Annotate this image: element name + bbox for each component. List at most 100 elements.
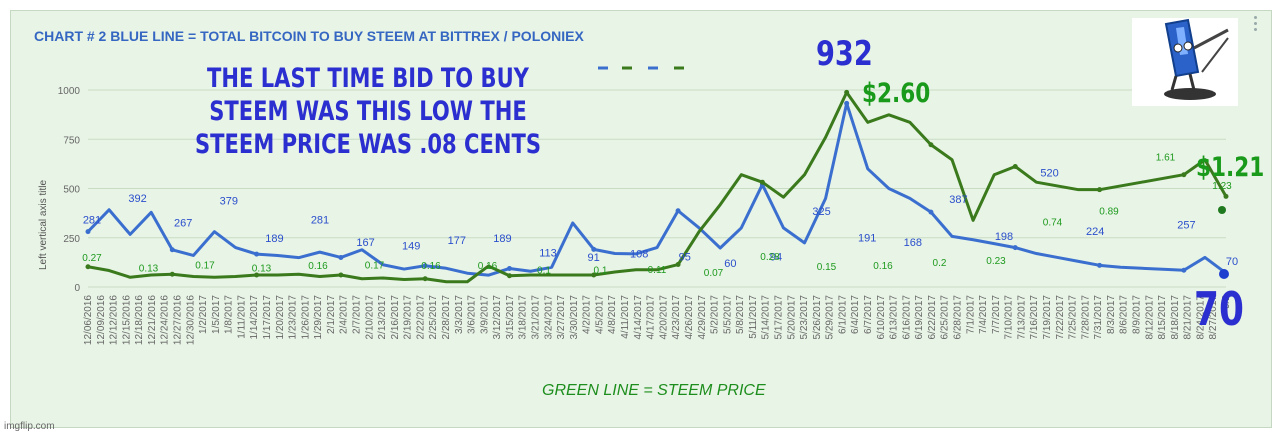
- green-series-point: [422, 276, 428, 282]
- x-tick-label: 7/13/2017: [1016, 295, 1027, 340]
- x-tick-label: 7/28/2017: [1080, 295, 1091, 340]
- blue-data-label: 189: [265, 233, 283, 245]
- x-tick-label: 2/19/2017: [403, 295, 414, 340]
- x-tick-label: 8/15/2017: [1157, 295, 1168, 340]
- x-tick-label: 3/24/2017: [543, 295, 554, 340]
- blue-series-point: [422, 263, 428, 269]
- x-tick-label: 3/3/2017: [454, 295, 465, 334]
- x-tick-label: 1/5/2017: [211, 295, 222, 334]
- green-data-label: 0.16: [873, 261, 893, 272]
- x-tick-label: 6/10/2017: [876, 295, 887, 340]
- blue-data-label: 91: [587, 252, 599, 264]
- x-tick-label: 4/20/2017: [658, 295, 669, 340]
- x-tick-label: 12/15/2016: [121, 295, 132, 345]
- blue-data-label: 281: [311, 215, 329, 227]
- green-data-label: 0.17: [365, 260, 385, 271]
- chart-title: CHART # 2 BLUE LINE = TOTAL BITCOIN TO B…: [34, 28, 584, 44]
- blue-data-label: 149: [402, 241, 420, 253]
- green-data-label: 0.11: [648, 265, 667, 276]
- x-tick-label: 8/18/2017: [1170, 295, 1181, 340]
- green-series-point: [591, 272, 597, 278]
- x-tick-label: 3/30/2017: [569, 295, 580, 340]
- logo-image: [1132, 18, 1238, 106]
- blue-data-label: 224: [1086, 226, 1104, 238]
- x-tick-label: 2/1/2017: [326, 295, 337, 334]
- x-tick-label: 5/17/2017: [773, 295, 784, 340]
- blue-data-label: 267: [174, 217, 192, 229]
- y-tick-label-250: 250: [63, 234, 80, 245]
- green-endpoint-marker: [1218, 206, 1226, 214]
- green-series-point: [85, 264, 91, 270]
- blue-data-label: 392: [128, 193, 146, 205]
- green-data-label: 1.23: [1212, 181, 1232, 192]
- x-tick-label: 8/12/2017: [1144, 295, 1155, 340]
- more-options-icon[interactable]: [1254, 16, 1258, 34]
- y-tick-label-0: 0: [74, 283, 80, 294]
- x-tick-label: 6/1/2017: [837, 295, 848, 334]
- x-tick-label: 2/25/2017: [428, 295, 439, 340]
- blue-series-point: [1012, 245, 1018, 251]
- x-tick-label: 1/26/2017: [300, 295, 311, 340]
- x-tick-label: 3/9/2017: [479, 295, 490, 334]
- green-series-point: [759, 179, 765, 185]
- green-data-label: 0.13: [252, 263, 272, 274]
- x-tick-label: 12/06/2016: [83, 295, 94, 345]
- x-tick-label: 1/29/2017: [313, 295, 324, 340]
- x-tick-label: 9/2: [1221, 295, 1232, 309]
- green-data-label: 0.89: [1099, 206, 1119, 217]
- blue-series-point: [675, 208, 681, 214]
- blue-data-label: 191: [858, 232, 876, 244]
- green-data-label: 0.13: [139, 263, 159, 274]
- x-tick-label: 4/17/2017: [646, 295, 657, 340]
- x-tick-label: 4/29/2017: [697, 295, 708, 340]
- blue-data-label: 108: [630, 249, 648, 261]
- x-tick-label: 2/10/2017: [364, 295, 375, 340]
- green-data-label: 0.16: [478, 261, 498, 272]
- x-tick-label: 2/16/2017: [390, 295, 401, 340]
- blue-series-point: [1097, 262, 1103, 268]
- x-tick-label: 6/19/2017: [914, 295, 925, 340]
- x-tick-label: 7/22/2017: [1055, 295, 1066, 340]
- x-tick-label: 6/16/2017: [901, 295, 912, 340]
- y-tick-label-1000: 1000: [58, 86, 81, 97]
- blue-series-point: [254, 251, 260, 257]
- green-series-point: [928, 142, 934, 148]
- x-tick-label: 12/18/2016: [134, 295, 145, 345]
- x-tick-label: 12/30/2016: [185, 295, 196, 345]
- x-tick-label: 12/21/2016: [147, 295, 158, 345]
- x-tick-label: 5/2/2017: [710, 295, 721, 334]
- blue-data-label: 189: [493, 233, 511, 245]
- x-tick-label: 6/22/2017: [927, 295, 938, 340]
- x-tick-label: 4/11/2017: [620, 295, 631, 339]
- annotation-main: THE LAST TIME BID TO BUY STEEM WAS THIS …: [195, 63, 541, 160]
- blue-data-label: 94: [770, 251, 782, 263]
- blue-data-label: 95: [679, 251, 691, 263]
- last-green-label: $1.21: [1196, 152, 1265, 183]
- x-tick-label: 3/12/2017: [492, 295, 503, 340]
- blue-series-point: [844, 100, 850, 106]
- green-data-label: 0.28: [760, 252, 780, 263]
- green-data-label: 0.15: [817, 262, 837, 273]
- x-tick-label: 3/15/2017: [505, 295, 516, 340]
- x-tick-label: 1/20/2017: [275, 295, 286, 340]
- x-tick-label: 7/1/2017: [965, 295, 976, 334]
- green-series-point: [169, 271, 175, 277]
- green-series-point: [506, 273, 512, 279]
- x-tick-label: 3/6/2017: [467, 295, 478, 334]
- blue-series-point: [85, 229, 91, 235]
- blue-data-label: 113: [539, 248, 557, 260]
- x-tick-label: 5/5/2017: [722, 295, 733, 334]
- x-tick-label: 3/21/2017: [531, 295, 542, 340]
- x-tick-label: 12/27/2016: [173, 295, 184, 345]
- blue-data-label: 70: [1226, 256, 1238, 268]
- green-data-label: 0.74: [1043, 218, 1063, 229]
- x-tick-label: 2/13/2017: [377, 295, 388, 340]
- blue-data-label: 520: [1040, 168, 1058, 180]
- x-tick-label: 1/11/2017: [236, 295, 247, 339]
- x-tick-label: 2/7/2017: [352, 295, 363, 334]
- x-tick-label: 6/13/2017: [889, 295, 900, 340]
- green-data-label: 1.61: [1156, 152, 1176, 163]
- x-tick-label: 5/23/2017: [799, 295, 810, 340]
- green-data-label: 0.17: [195, 260, 215, 271]
- green-data-label: 0.23: [986, 256, 1006, 267]
